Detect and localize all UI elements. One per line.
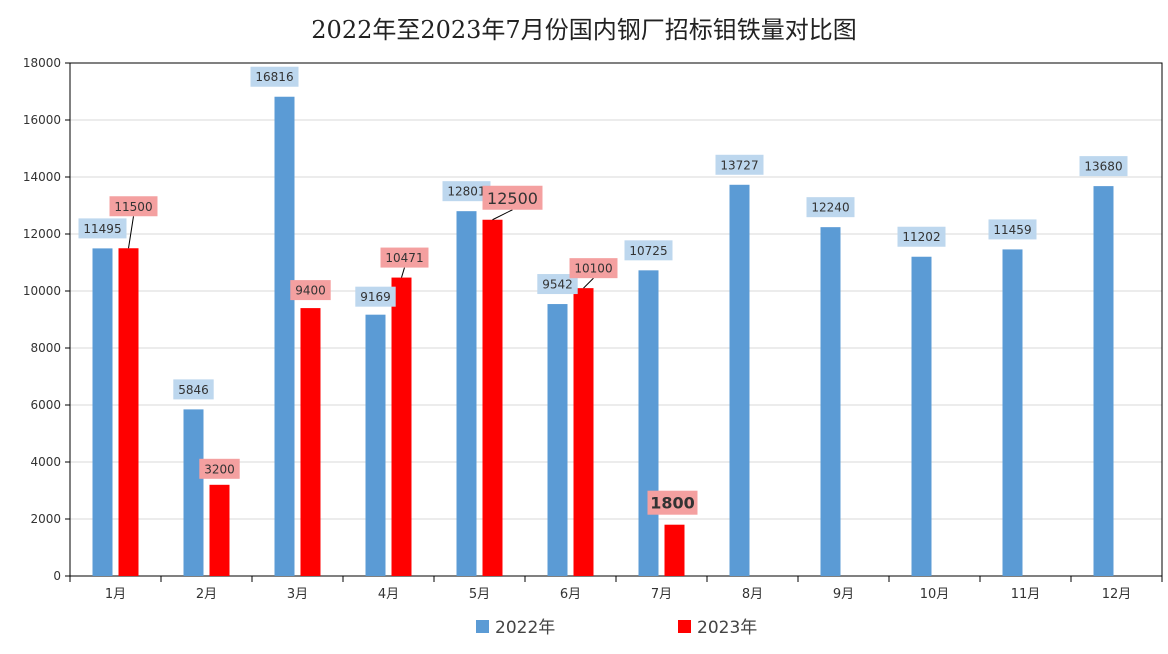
bar-2022年-4月 — [365, 314, 386, 576]
bar-2022年-2月 — [183, 409, 204, 576]
bar-2023年-3月 — [300, 308, 321, 576]
chart-title: 2022年至2023年7月份国内钢厂招标钼铁量对比图 — [311, 16, 856, 44]
bar-2022年-6月 — [547, 304, 568, 576]
data-label: 11500 — [114, 200, 152, 214]
data-label-bg — [290, 280, 331, 301]
bar-2022年-5月 — [456, 211, 477, 576]
x-tick-label: 1月 — [105, 587, 126, 602]
data-label-bg — [897, 226, 946, 247]
data-label-bg — [173, 379, 214, 400]
data-label-bg — [109, 196, 158, 217]
data-label: 12801 — [447, 185, 485, 199]
data-label: 9169 — [360, 290, 391, 304]
bar-2022年-10月 — [911, 256, 932, 576]
bar-2023年-7月 — [664, 524, 685, 576]
y-tick-label: 8000 — [30, 341, 61, 355]
x-tick-label: 3月 — [287, 587, 308, 602]
data-label: 12240 — [811, 201, 849, 215]
data-label: 10471 — [385, 251, 423, 265]
data-label-bg — [988, 219, 1037, 240]
data-label: 9400 — [295, 284, 326, 298]
data-label-bg — [806, 197, 855, 218]
label-leader-line — [583, 277, 594, 289]
data-label-bg — [482, 185, 543, 210]
data-label: 11202 — [902, 230, 940, 244]
data-label: 13727 — [720, 158, 758, 172]
legend: 2022年 2023年 — [476, 618, 757, 638]
x-tick-label: 9月 — [833, 587, 854, 602]
legend-swatch — [476, 620, 489, 633]
x-tick-label: 4月 — [378, 587, 399, 602]
axes: 0 2000 4000 6000 8000 10000 12000 14000 16000 180… — [23, 56, 1163, 602]
data-label-bg — [250, 66, 299, 87]
data-label-bg — [442, 181, 491, 202]
data-label-bg — [624, 240, 673, 261]
data-label: 13680 — [1084, 160, 1122, 174]
y-tick-label: 4000 — [30, 455, 61, 469]
y-tick-label: 18000 — [23, 56, 61, 70]
data-label-bg — [355, 286, 396, 307]
legend-label: 2023年 — [697, 618, 757, 638]
data-label-bg — [78, 218, 127, 239]
legend-swatch — [678, 620, 691, 633]
data-label-bg — [380, 247, 429, 268]
x-tick-label: 2月 — [196, 587, 217, 602]
data-label: 16816 — [255, 70, 293, 84]
data-label: 5846 — [178, 383, 209, 397]
x-tick-label: 10月 — [920, 587, 950, 602]
bars — [92, 96, 1114, 576]
label-leader-line — [128, 216, 134, 249]
data-label: 10100 — [574, 262, 612, 276]
x-tick-label: 5月 — [469, 587, 490, 602]
data-label: 3200 — [204, 462, 235, 476]
data-label: 12500 — [487, 189, 538, 208]
bar-2023年-1月 — [118, 248, 139, 576]
data-label-bg — [537, 274, 578, 295]
bar-2022年-11月 — [1002, 249, 1023, 576]
data-label: 11495 — [83, 222, 121, 236]
data-label-bg — [569, 258, 618, 279]
legend-label: 2022年 — [495, 618, 555, 638]
data-label-bg — [715, 154, 764, 175]
bar-2022年-3月 — [274, 96, 295, 576]
data-label: 9542 — [542, 278, 573, 292]
y-tick-label: 12000 — [23, 227, 61, 241]
bar-2022年-1月 — [92, 248, 113, 576]
data-label-bg — [199, 458, 240, 479]
plot-frame — [69, 62, 1163, 577]
data-label-bg — [647, 490, 698, 515]
bar-2022年-7月 — [638, 270, 659, 576]
label-leader-line — [401, 267, 405, 278]
x-tick-label: 11月 — [1011, 587, 1041, 602]
gridlines — [70, 119, 1162, 520]
data-label: 11459 — [993, 223, 1031, 237]
x-tick-label: 8月 — [742, 587, 763, 602]
bar-2022年-9月 — [820, 227, 841, 576]
data-labels: 11495 5846 16816 9169 12801 9542 10725 13727 122… — [78, 66, 1128, 515]
x-tick-label: 12月 — [1102, 587, 1132, 602]
y-tick-label: 6000 — [30, 398, 61, 412]
y-tick-label: 10000 — [23, 284, 61, 298]
x-tick-label: 7月 — [651, 587, 672, 602]
y-tick-label: 2000 — [30, 512, 61, 526]
data-label: 10725 — [629, 244, 667, 258]
label-leader-line — [492, 209, 513, 221]
bar-2023年-5月 — [482, 219, 503, 576]
y-tick-label: 0 — [53, 569, 61, 583]
data-label: 1800 — [650, 494, 695, 513]
y-tick-label: 14000 — [23, 170, 61, 184]
x-tick-label: 6月 — [560, 587, 581, 602]
data-label-bg — [1079, 156, 1128, 177]
y-tick-label: 16000 — [23, 113, 61, 127]
bar-2022年-8月 — [729, 184, 750, 576]
bar-2023年-4月 — [391, 277, 412, 576]
bar-2023年-6月 — [573, 288, 594, 576]
bar-2023年-2月 — [209, 484, 230, 576]
bar-2022年-12月 — [1093, 186, 1114, 576]
